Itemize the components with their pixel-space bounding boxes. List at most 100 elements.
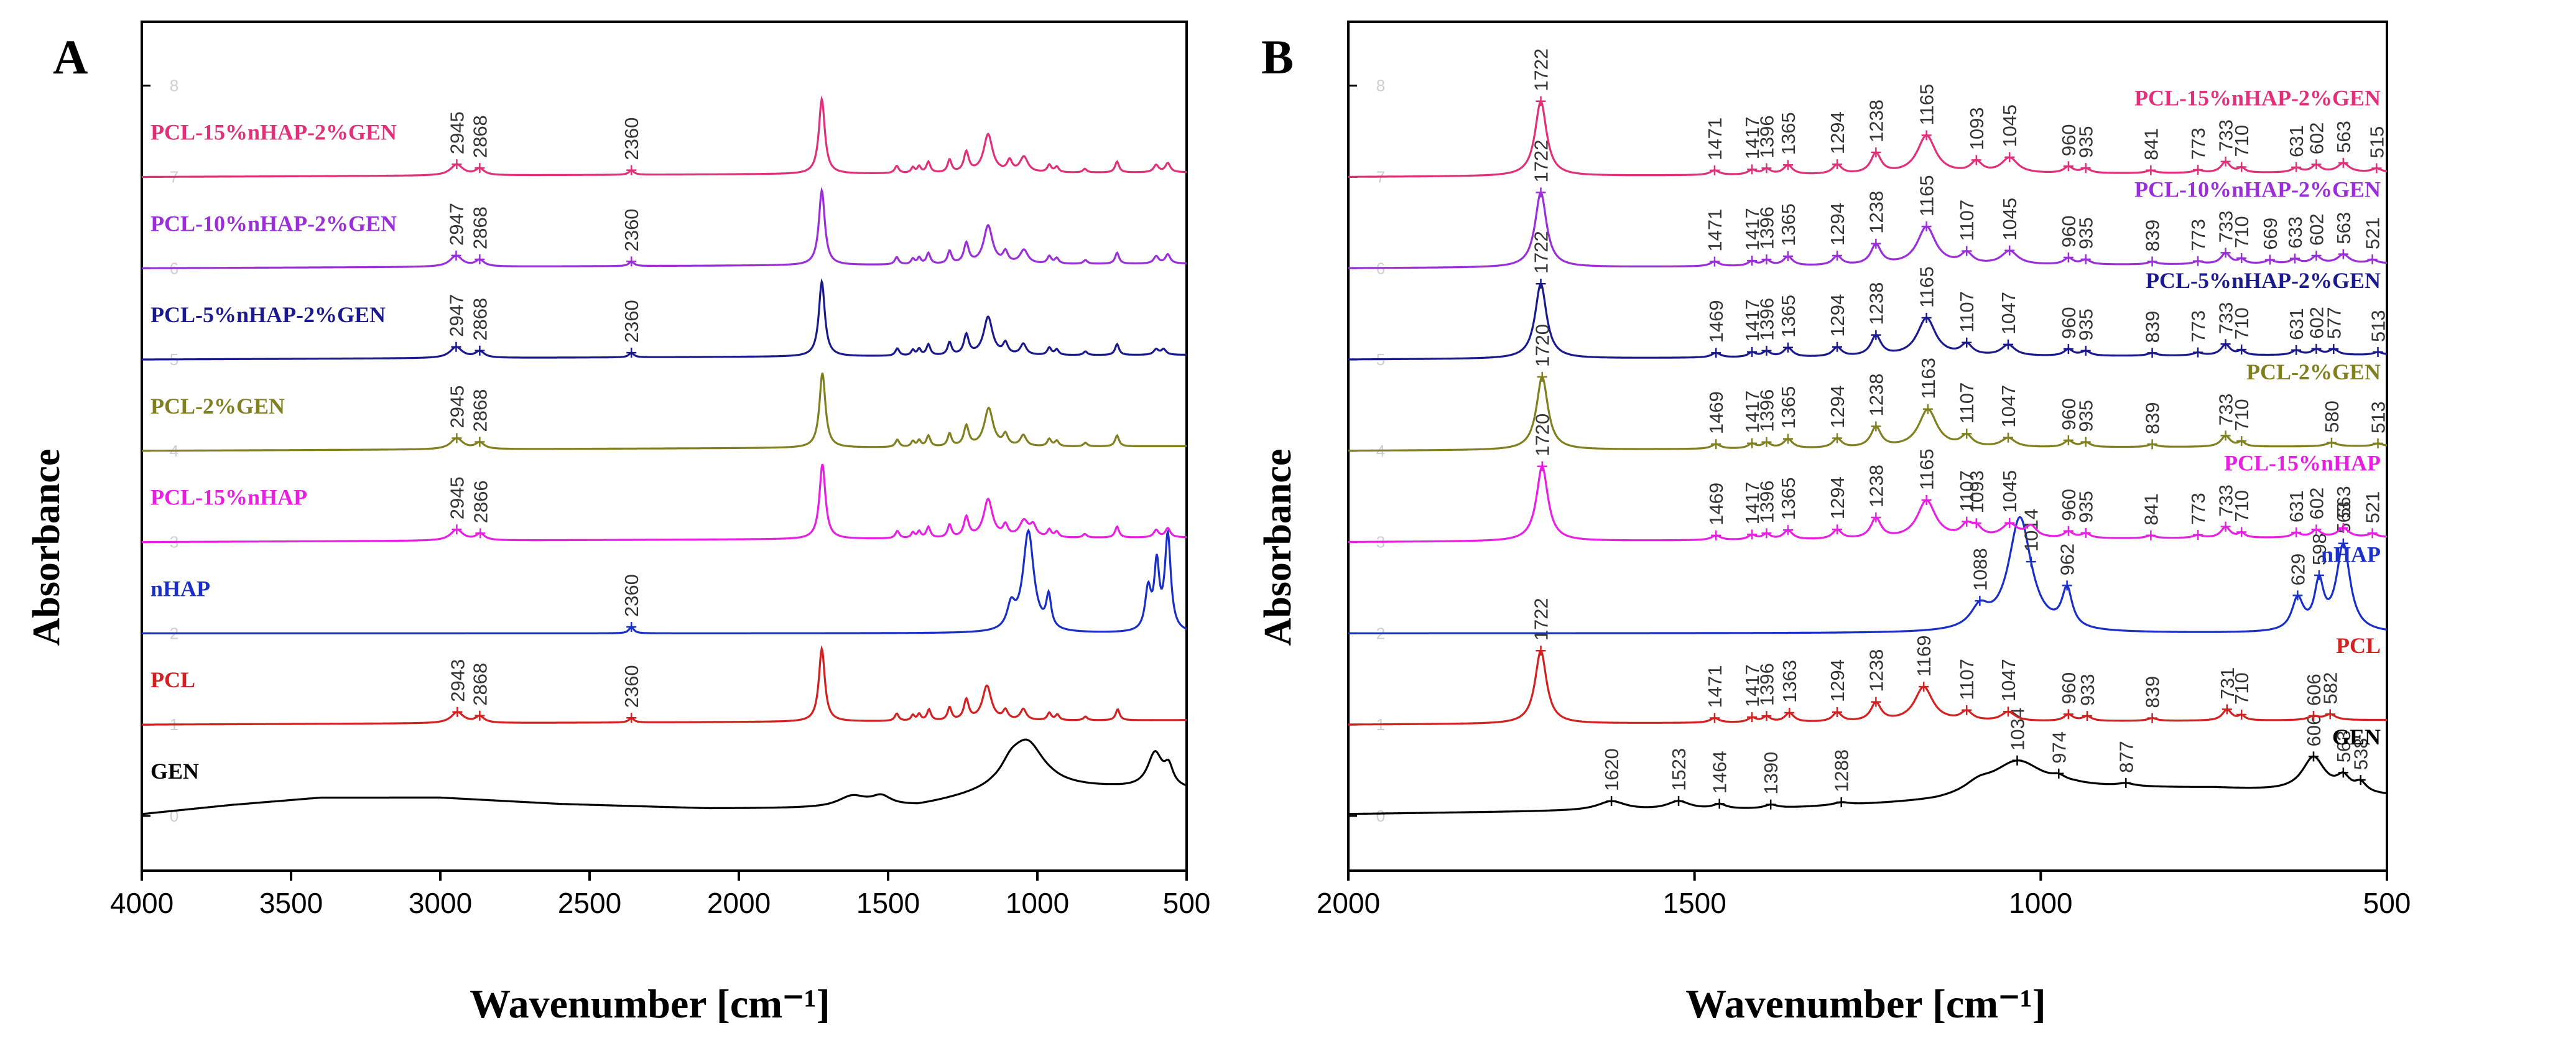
peak-label: 2945	[446, 111, 468, 154]
peak-marker	[2289, 253, 2300, 264]
peak-marker	[1832, 524, 1843, 535]
peak-marker	[2338, 157, 2348, 168]
peak-label: 1620	[1601, 748, 1623, 791]
peak-marker	[475, 345, 485, 356]
peak-marker	[452, 159, 462, 170]
peak-label: 935	[2075, 217, 2097, 249]
peak-marker	[2338, 538, 2348, 549]
peak-label: 1722	[1531, 231, 1552, 274]
peak-label: 710	[2231, 216, 2253, 248]
peak-marker	[2338, 522, 2348, 533]
peak-marker	[2147, 348, 2157, 358]
peak-marker	[1782, 342, 1793, 353]
y-offset-label: 8	[1376, 76, 1385, 95]
peak-marker	[1832, 159, 1843, 170]
peak-marker	[1782, 525, 1793, 535]
peak-marker	[475, 254, 485, 265]
peak-marker	[2311, 250, 2322, 261]
peak-label: 1107	[1956, 470, 1978, 512]
peak-marker	[1714, 799, 1725, 809]
peak-marker	[2004, 152, 2015, 162]
peak-label: 1294	[1827, 203, 1848, 246]
series-line-pcl-15-nhap	[1348, 465, 2387, 543]
peak-label: 1365	[1777, 477, 1799, 520]
peak-marker	[2236, 436, 2247, 447]
peak-label: 513	[2368, 310, 2389, 342]
peak-marker	[2264, 254, 2275, 265]
peak-marker	[1919, 682, 1929, 692]
peak-label: 773	[2187, 127, 2209, 160]
peak-marker	[1711, 439, 1721, 450]
peak-label: 1288	[1831, 749, 1853, 792]
peak-label: 841	[2140, 493, 2162, 526]
peak-marker	[2308, 751, 2319, 762]
peak-marker	[2311, 159, 2322, 170]
peak-marker	[1832, 341, 1843, 352]
series-label: PCL	[151, 667, 195, 692]
series-label: PCL-2%GEN	[151, 394, 285, 419]
peak-label: 2360	[621, 665, 642, 708]
peak-label: 1417	[1741, 208, 1763, 251]
peak-label: 1464	[1709, 751, 1731, 794]
series-label: nHAP	[2321, 542, 2381, 567]
peak-label: 773	[2187, 493, 2209, 525]
peak-marker	[1921, 130, 1932, 141]
peak-marker	[1921, 221, 1932, 232]
peak-label: 1165	[1916, 175, 1938, 216]
peak-marker	[1747, 712, 1758, 723]
peak-marker	[452, 433, 462, 443]
peak-marker	[1832, 707, 1843, 717]
peak-marker	[2220, 430, 2231, 441]
x-tick-label: 2000	[1317, 887, 1380, 919]
peak-marker	[1747, 438, 1758, 448]
peak-marker	[2220, 248, 2231, 258]
peak-label: 521	[2362, 217, 2384, 249]
peak-label: 521	[2362, 491, 2384, 524]
y-offset-label: 0	[1376, 807, 1385, 825]
peak-label: 935	[2075, 308, 2097, 341]
peak-marker	[2291, 162, 2302, 173]
x-tick-label: 500	[1163, 887, 1211, 919]
peak-label: 2943	[447, 659, 468, 702]
peak-label: 839	[2142, 676, 2164, 708]
peak-label: 563	[2333, 730, 2355, 762]
peak-label: 563	[2333, 121, 2355, 153]
series-line-pcl-15-nhap-2-gen	[1348, 100, 2388, 178]
series-label: PCL-10%nHAP-2%GEN	[151, 211, 397, 236]
peak-label: 710	[2231, 125, 2253, 157]
peak-marker	[1962, 429, 1972, 439]
peak-marker	[2026, 557, 2036, 567]
series-line-gen	[141, 738, 1187, 815]
peak-marker	[626, 165, 637, 175]
peak-marker	[1871, 512, 1881, 522]
peak-marker	[1832, 250, 1843, 261]
peak-label: 1238	[1865, 191, 1887, 234]
peak-marker	[2328, 344, 2339, 354]
series-line-pcl-15-nhap	[142, 463, 1187, 544]
peak-marker	[1709, 713, 1720, 723]
peak-label: 841	[2140, 128, 2162, 160]
peak-label: 629	[2287, 554, 2309, 586]
peak-marker	[475, 528, 486, 539]
peak-marker	[1871, 238, 1881, 249]
peak-label: 960	[2058, 489, 2080, 521]
y-offset-label: 0	[170, 807, 178, 825]
peak-marker	[2291, 527, 2302, 538]
x-tick-label: 3000	[409, 887, 472, 919]
peak-label: 2947	[445, 203, 467, 246]
peak-label: 839	[2142, 311, 2164, 343]
peak-marker	[2373, 347, 2383, 358]
peak-marker	[1962, 516, 1972, 527]
peak-label: 1294	[1827, 659, 1848, 702]
series-line-pcl-10-nhap-2-gen	[142, 187, 1187, 269]
series-line-pcl-5-nhap-2-gen	[1348, 282, 2388, 361]
peak-label: 577	[2323, 307, 2345, 339]
peak-label: 1047	[1998, 292, 2019, 335]
peak-marker	[626, 622, 637, 632]
peak-label: 1107	[1956, 382, 1978, 424]
peak-marker	[2080, 437, 2091, 447]
peak-label: 1294	[1827, 294, 1848, 337]
peak-label: 1107	[1956, 659, 1978, 700]
peak-marker	[1782, 160, 1793, 170]
